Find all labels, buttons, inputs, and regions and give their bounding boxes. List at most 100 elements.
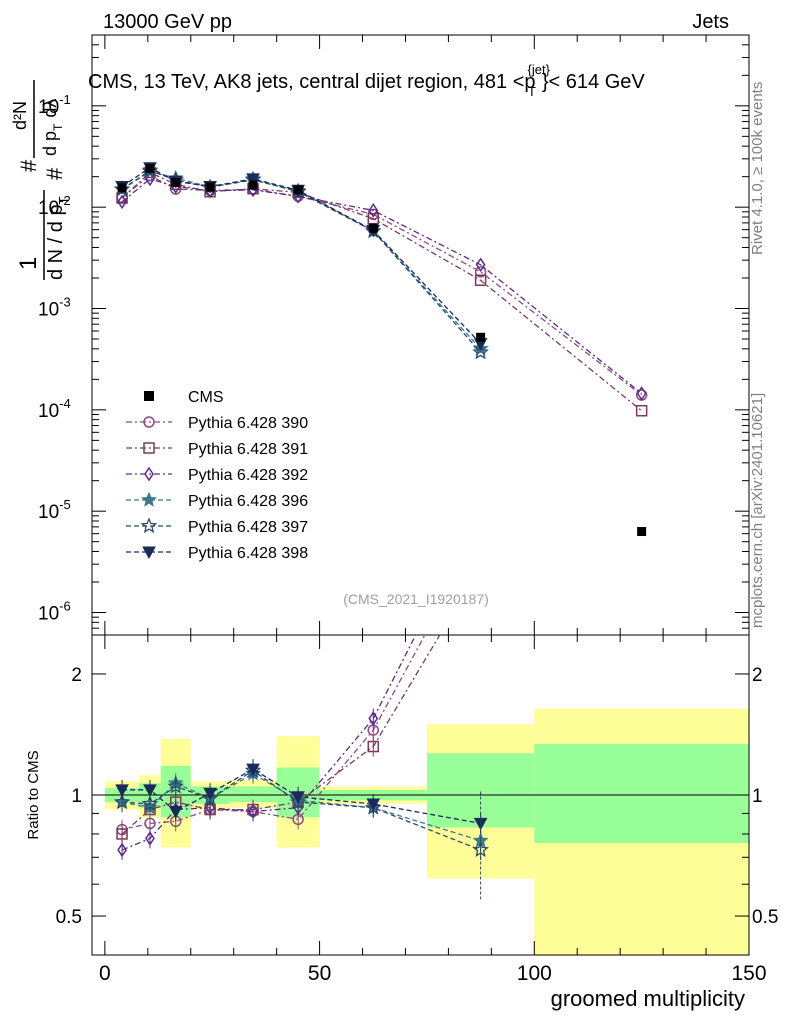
y-tick-label: 10-6 <box>38 599 71 625</box>
uncertainty-bands <box>92 708 749 955</box>
legend-label: Pythia 6.428 391 <box>188 441 308 458</box>
ratio-y-tick-label: 2 <box>71 665 82 686</box>
y-label-denominator: d N / d pT <box>45 196 71 280</box>
ratio-y-label: Ratio to CMS <box>25 750 42 839</box>
marker <box>116 828 128 840</box>
y-tick-label: 10-3 <box>38 295 71 321</box>
data-point <box>205 182 215 192</box>
data-point <box>248 180 258 190</box>
legend-label: Pythia 6.428 392 <box>188 467 308 484</box>
svg-text:#: # <box>42 167 67 180</box>
y-tick-label: 10-4 <box>38 396 71 422</box>
energy-label: 13000 GeV pp <box>103 11 232 33</box>
marker <box>143 784 157 797</box>
process-label: Jets <box>692 11 729 33</box>
svg-text:1: 1 <box>15 257 42 270</box>
series-line <box>121 174 642 396</box>
marker <box>472 343 489 360</box>
marker <box>141 491 157 507</box>
data-point <box>368 223 378 233</box>
ratio-line <box>121 635 417 851</box>
series-1 <box>116 166 648 417</box>
marker <box>636 386 647 401</box>
marker <box>141 795 159 811</box>
ratio-series <box>113 635 489 900</box>
marker <box>246 173 260 186</box>
marker <box>113 793 131 810</box>
marker <box>167 777 184 794</box>
marker <box>368 711 379 726</box>
y-tick-label: 10-1 <box>38 92 71 118</box>
analysis-id: (CMS_2021_I1920187) <box>343 591 489 607</box>
ratio-y-axis: 0.5 0.5 1 1 2 2 <box>56 665 778 956</box>
marker <box>205 800 215 816</box>
legend: CMS Pythia 6.428 390 Pythia 6.428 391 Pythi… <box>126 389 308 562</box>
marker <box>117 842 127 858</box>
marker <box>367 740 380 753</box>
marker <box>142 546 156 560</box>
legend-marker-cms <box>144 391 154 401</box>
marker <box>366 798 381 812</box>
svg-text:d²N: d²N <box>10 101 30 130</box>
x-axis-label: groomed multiplicity <box>551 986 745 1011</box>
x-tick-label: 50 <box>308 962 331 985</box>
ratio-line <box>122 768 481 825</box>
marker <box>143 442 155 454</box>
y-tick-label: 10-5 <box>38 497 71 523</box>
marker <box>143 416 155 428</box>
cms-data <box>117 164 647 537</box>
main-y-axis: 10-610-510-410-310-210-1 <box>38 34 749 636</box>
marker <box>144 466 154 482</box>
marker <box>145 171 155 187</box>
marker <box>145 831 155 846</box>
data-point <box>637 527 647 537</box>
marker <box>115 784 129 797</box>
marker <box>203 787 217 801</box>
band-1sigma <box>229 786 277 803</box>
ratio-y-tick-label-right: 1 <box>752 786 763 807</box>
x-tick-label: 0 <box>99 962 111 985</box>
x-tick-label: 150 <box>731 962 766 985</box>
main-y-label: 1 d N / d pT # # d²N d pTdλ <box>10 80 71 280</box>
ratio-y-tick-label: 1 <box>71 786 82 807</box>
marker <box>474 266 487 278</box>
marker <box>140 517 158 534</box>
band-1sigma <box>534 743 749 843</box>
rivet-version-label: Rivet 4.1.0, ≥ 100k events <box>749 82 766 255</box>
data-point <box>293 185 303 195</box>
series-line <box>121 178 643 395</box>
ratio-y-tick-label: 0.5 <box>56 907 82 928</box>
marker <box>117 194 127 210</box>
legend-label: Pythia 6.428 396 <box>188 493 308 510</box>
plot-title: CMS, 13 TeV, AK8 jets, central dijet reg… <box>88 62 645 99</box>
marker <box>474 274 487 287</box>
marker <box>248 804 258 819</box>
svg-text:#: # <box>16 159 41 172</box>
ratio-y-tick-label-right: 2 <box>752 665 763 686</box>
series-line <box>121 169 482 353</box>
marker <box>246 763 260 777</box>
marker <box>368 203 379 218</box>
x-tick-label: 100 <box>517 962 552 985</box>
marker <box>168 805 183 819</box>
series-line <box>121 166 482 345</box>
marker <box>291 791 305 804</box>
main-series <box>113 161 648 537</box>
legend-label: Pythia 6.428 390 <box>188 415 308 432</box>
series-line <box>121 171 643 412</box>
ratio-line <box>121 635 426 831</box>
legend-label: Pythia 6.428 397 <box>188 519 308 536</box>
data-point <box>171 178 181 188</box>
ratio-y-tick-label-right: 0.5 <box>752 907 778 928</box>
legend-label-cms: CMS <box>188 389 224 406</box>
data-point <box>476 332 486 342</box>
marker <box>475 257 486 273</box>
x-axis: 0 50 100 150 <box>99 35 767 985</box>
marker <box>635 404 648 417</box>
legend-label: Pythia 6.428 398 <box>188 545 308 562</box>
svg-text:d pTdλ: d pTdλ <box>40 99 65 156</box>
data-point <box>145 164 155 174</box>
series-0 <box>116 169 648 401</box>
data-point <box>117 183 127 193</box>
